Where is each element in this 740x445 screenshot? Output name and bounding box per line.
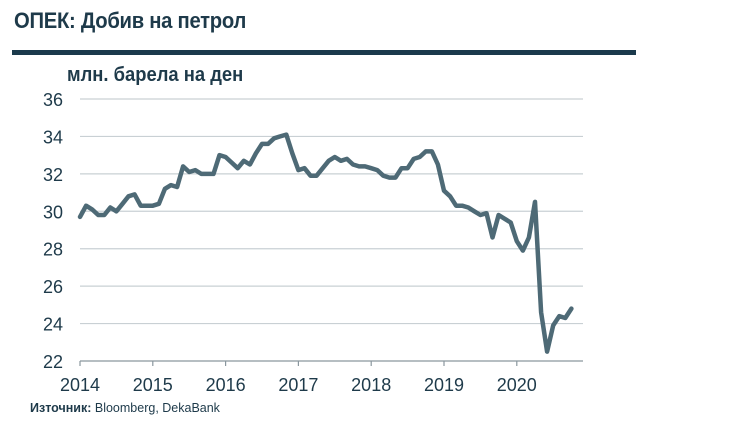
x-axis: 2014 2015 2016 2017 2018 2019 2020 <box>60 360 583 395</box>
y-axis-ticks: 22 24 26 28 30 32 34 36 <box>43 90 63 372</box>
y-tick-label: 24 <box>43 315 63 335</box>
x-tick-label: 2016 <box>206 375 246 395</box>
x-tick-label: 2015 <box>133 375 173 395</box>
x-tick-label: 2019 <box>424 375 464 395</box>
y-tick-label: 28 <box>43 240 63 260</box>
y-tick-label: 32 <box>43 165 63 185</box>
source-text: Bloomberg, DekaBank <box>91 401 220 415</box>
source-note: Източник: Bloomberg, DekaBank <box>30 401 220 415</box>
x-tick-label: 2014 <box>60 375 100 395</box>
x-tick-label: 2018 <box>351 375 391 395</box>
gridlines <box>80 98 583 325</box>
y-tick-label: 22 <box>43 352 63 372</box>
y-axis-label: млн. барела на ден <box>67 64 244 86</box>
x-tick-label: 2017 <box>278 375 318 395</box>
source-label: Източник: <box>30 401 92 415</box>
y-tick-label: 30 <box>43 202 63 222</box>
title-divider <box>12 50 636 55</box>
x-tick-label: 2020 <box>497 375 537 395</box>
y-tick-label: 36 <box>43 90 63 110</box>
series-line <box>77 132 574 354</box>
y-tick-label: 26 <box>43 277 63 297</box>
chart-title: ОПЕК: Добив на петрол <box>14 8 247 33</box>
y-tick-label: 34 <box>43 127 63 147</box>
